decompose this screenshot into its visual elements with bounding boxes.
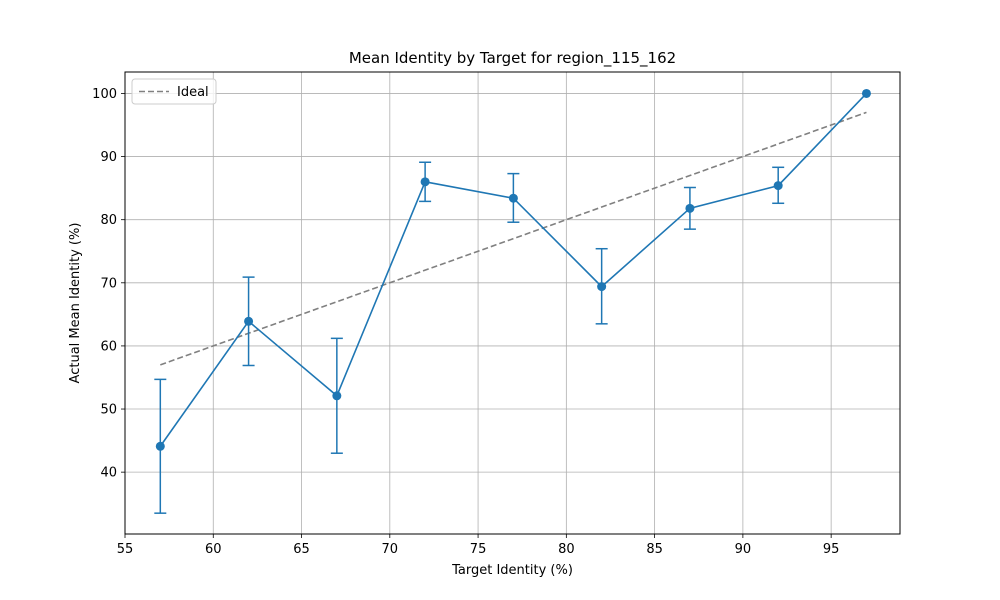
data-point bbox=[685, 203, 695, 213]
x-tick-label: 70 bbox=[382, 542, 399, 557]
legend: Ideal bbox=[131, 78, 217, 105]
grid bbox=[124, 72, 900, 534]
plot-area bbox=[154, 88, 871, 514]
data-point bbox=[773, 181, 783, 191]
y-tick-label: 60 bbox=[100, 339, 117, 354]
data-point bbox=[420, 177, 430, 187]
data-point bbox=[332, 391, 342, 401]
data-point bbox=[861, 88, 871, 98]
x-tick-label: 85 bbox=[646, 542, 663, 557]
x-tick-label: 55 bbox=[117, 542, 134, 557]
legend-box bbox=[131, 78, 217, 105]
data-point bbox=[244, 316, 254, 326]
x-tick-label: 60 bbox=[205, 542, 222, 557]
legend-label-ideal: Ideal bbox=[177, 85, 209, 100]
y-tick-label: 90 bbox=[100, 150, 117, 165]
x-tick-label: 90 bbox=[735, 542, 752, 557]
ticks: 55 60 65 70 75 80 85 90 95 40 50 60 70 80 90 100 bbox=[92, 87, 839, 557]
x-tick-label: 65 bbox=[293, 542, 310, 557]
x-tick-label: 95 bbox=[823, 542, 840, 557]
data-point bbox=[508, 193, 518, 203]
x-tick-label: 75 bbox=[470, 542, 487, 557]
y-tick-label: 80 bbox=[100, 213, 117, 228]
ideal-line bbox=[160, 111, 867, 366]
axes-frame bbox=[124, 71, 901, 535]
y-tick-label: 50 bbox=[100, 403, 117, 418]
x-axis-label: Target Identity (%) bbox=[451, 563, 573, 578]
chart-title: Mean Identity by Target for region_115_1… bbox=[349, 49, 676, 68]
data-point bbox=[155, 441, 165, 451]
y-tick-label: 100 bbox=[92, 87, 117, 102]
data-point bbox=[597, 282, 607, 292]
y-tick-label: 40 bbox=[100, 466, 117, 481]
y-axis-label: Actual Mean Identity (%) bbox=[68, 223, 83, 384]
y-tick-label: 70 bbox=[100, 276, 117, 291]
x-tick-label: 80 bbox=[558, 542, 575, 557]
